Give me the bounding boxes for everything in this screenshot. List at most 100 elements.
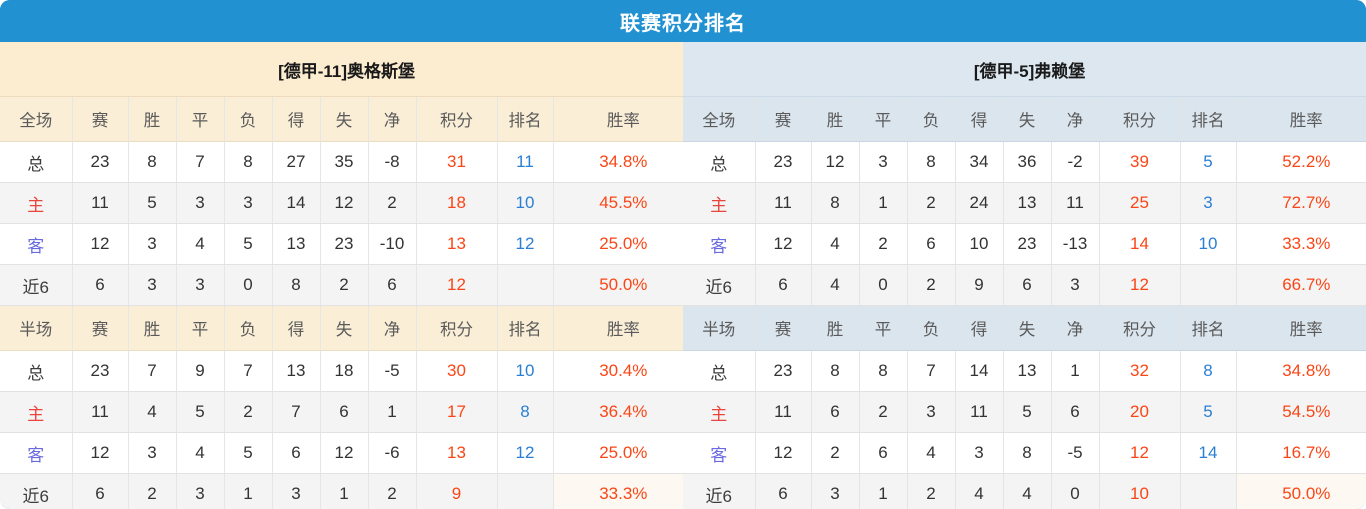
cell-净: -2	[1050, 141, 1100, 183]
cell-失: 18	[319, 350, 369, 392]
cell-排名: 11	[496, 141, 554, 183]
table-row: 客 12 2 6 4 3 8 -5 12 14 16.7%	[683, 432, 1366, 474]
cell-胜率: 25.0%	[552, 432, 694, 474]
cell-赛: 23	[71, 141, 129, 183]
cell-排名: 8	[1179, 350, 1237, 392]
cell-净: -10	[367, 223, 417, 265]
cell-失: 35	[319, 141, 369, 183]
column-header-胜: 胜	[127, 96, 177, 142]
row-label: 总	[0, 141, 73, 183]
cell-失: 12	[319, 182, 369, 224]
cell-负: 2	[906, 264, 956, 306]
cell-平: 2	[858, 391, 908, 433]
cell-排名: 3	[1179, 182, 1237, 224]
column-header-积分: 积分	[415, 96, 498, 142]
cell-负: 2	[906, 473, 956, 509]
column-header-得: 得	[954, 305, 1004, 351]
row-label: 客	[683, 432, 756, 474]
cell-胜: 3	[127, 432, 177, 474]
cell-胜率: 50.0%	[552, 264, 694, 306]
panel-title-bar: 联赛积分排名	[0, 0, 1366, 42]
table-row: 客 12 3 4 5 13 23 -10 13 12 25.0%	[0, 223, 694, 265]
cell-胜: 8	[127, 141, 177, 183]
column-header-得: 得	[954, 96, 1004, 142]
cell-净: 2	[367, 473, 417, 509]
table-row: 近6 6 2 3 1 3 1 2 9 33.3%	[0, 473, 694, 509]
cell-净: -5	[367, 350, 417, 392]
team-name-row: [德甲-5]弗赖堡	[683, 42, 1366, 97]
table-row: 近6 6 3 1 2 4 4 0 10 50.0%	[683, 473, 1366, 509]
cell-积分: 39	[1098, 141, 1181, 183]
cell-积分: 12	[1098, 432, 1181, 474]
cell-失: 13	[1002, 182, 1052, 224]
cell-失: 6	[319, 391, 369, 433]
cell-负: 7	[906, 350, 956, 392]
cell-排名: 14	[1179, 432, 1237, 474]
cell-排名: 12	[496, 432, 554, 474]
cell-失: 8	[1002, 432, 1052, 474]
cell-赛: 11	[71, 391, 129, 433]
cell-胜率: 45.5%	[552, 182, 694, 224]
row-label: 近6	[683, 473, 756, 509]
cell-平: 2	[858, 223, 908, 265]
row-label: 客	[0, 432, 73, 474]
cell-负: 8	[906, 141, 956, 183]
column-header-row: 全场赛胜平负得失净积分 排名 胜率	[0, 96, 694, 142]
column-header-平: 平	[175, 96, 225, 142]
cell-胜: 2	[810, 432, 860, 474]
table-body-right: [德甲-5]弗赖堡 全场赛胜平负得失净积分 排名 胜率总 23 12 3 8 34 36 -2 39 5…	[683, 42, 1366, 509]
column-header-胜: 胜	[127, 305, 177, 351]
cell-赛: 12	[71, 432, 129, 474]
cell-失: 23	[1002, 223, 1052, 265]
cell-负: 0	[223, 264, 273, 306]
cell-排名	[1179, 473, 1237, 509]
column-header-负: 负	[223, 305, 273, 351]
column-header-赛: 赛	[754, 96, 812, 142]
column-header-胜率: 胜率	[1235, 96, 1366, 142]
cell-胜率: 34.8%	[552, 141, 694, 183]
cell-胜: 5	[127, 182, 177, 224]
column-header-平: 平	[858, 96, 908, 142]
cell-失: 5	[1002, 391, 1052, 433]
cell-胜率: 30.4%	[552, 350, 694, 392]
team-name-row: [德甲-11]奥格斯堡	[0, 42, 694, 97]
cell-得: 9	[954, 264, 1004, 306]
cell-负: 5	[223, 432, 273, 474]
section-label-full: 全场	[0, 96, 73, 142]
column-header-净: 净	[1050, 96, 1100, 142]
cell-胜: 12	[810, 141, 860, 183]
section-label-half: 半场	[0, 305, 73, 351]
cell-负: 3	[223, 182, 273, 224]
cell-平: 3	[858, 141, 908, 183]
team-panel-right: [德甲-5]弗赖堡 全场赛胜平负得失净积分 排名 胜率总 23 12 3 8 34 36 -2 39 5…	[683, 42, 1366, 509]
cell-平: 7	[175, 141, 225, 183]
cell-净: 0	[1050, 473, 1100, 509]
column-header-失: 失	[1002, 305, 1052, 351]
cell-赛: 23	[71, 350, 129, 392]
cell-积分: 25	[1098, 182, 1181, 224]
column-header-积分: 积分	[1098, 96, 1181, 142]
section-label-half: 半场	[683, 305, 756, 351]
cell-净: 11	[1050, 182, 1100, 224]
cell-得: 3	[271, 473, 321, 509]
row-label: 主	[683, 182, 756, 224]
column-header-胜: 胜	[810, 305, 860, 351]
cell-胜: 8	[810, 350, 860, 392]
team-name: [德甲-5]弗赖堡	[683, 42, 1366, 97]
column-header-负: 负	[906, 305, 956, 351]
cell-赛: 12	[754, 432, 812, 474]
cell-失: 13	[1002, 350, 1052, 392]
cell-得: 8	[271, 264, 321, 306]
cell-失: 2	[319, 264, 369, 306]
standings-table-right: [德甲-5]弗赖堡 全场赛胜平负得失净积分 排名 胜率总 23 12 3 8 34 36 -2 39 5…	[683, 42, 1366, 509]
column-header-赛: 赛	[71, 305, 129, 351]
cell-积分: 13	[415, 432, 498, 474]
cell-排名	[1179, 264, 1237, 306]
cell-负: 1	[223, 473, 273, 509]
cell-胜率: 25.0%	[552, 223, 694, 265]
cell-赛: 23	[754, 141, 812, 183]
cell-排名: 10	[496, 350, 554, 392]
cell-失: 12	[319, 432, 369, 474]
cell-负: 8	[223, 141, 273, 183]
cell-胜: 6	[810, 391, 860, 433]
